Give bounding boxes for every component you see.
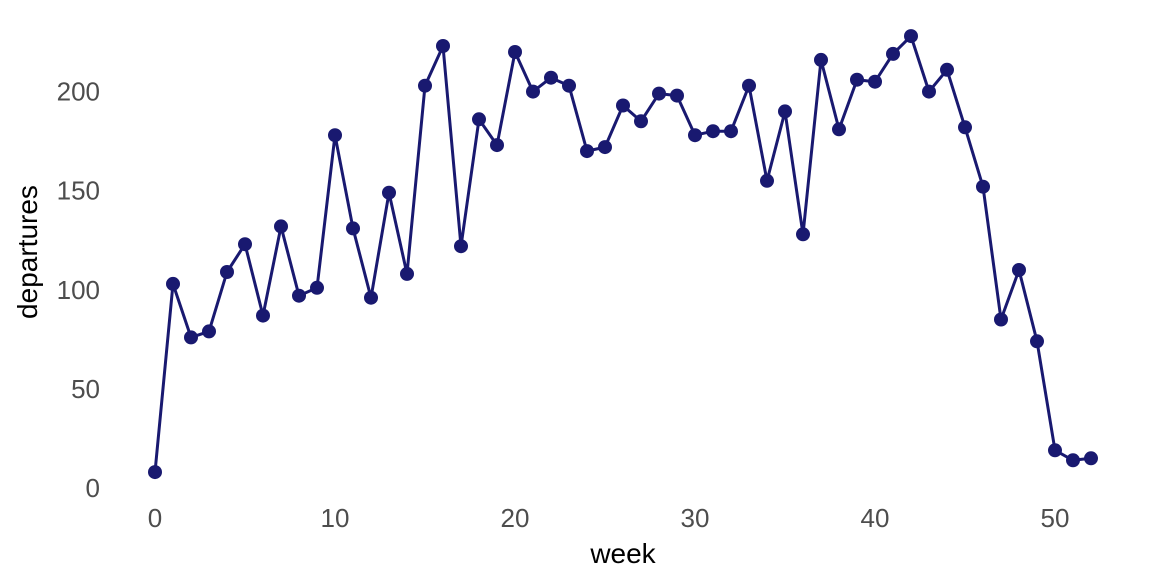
x-tick-label: 50 — [1041, 503, 1070, 533]
x-tick-label: 10 — [321, 503, 350, 533]
data-point — [688, 128, 702, 143]
data-point — [166, 276, 180, 291]
data-point — [940, 62, 954, 77]
data-point — [508, 45, 522, 59]
data-point — [616, 98, 630, 113]
data-point — [148, 465, 162, 480]
data-point — [994, 312, 1008, 327]
data-point — [292, 288, 306, 303]
data-point — [796, 227, 810, 242]
data-point — [850, 72, 864, 87]
data-point — [202, 324, 216, 339]
x-tick-label: 20 — [501, 503, 530, 533]
data-point — [832, 122, 846, 137]
x-tick-label: 40 — [861, 503, 890, 533]
data-point — [328, 128, 342, 143]
data-point — [706, 124, 720, 139]
data-point — [400, 266, 414, 281]
data-point — [364, 290, 378, 305]
data-point — [256, 308, 270, 323]
data-point — [526, 84, 540, 99]
data-point — [436, 39, 450, 53]
data-point — [580, 144, 594, 159]
data-point — [562, 78, 576, 93]
data-point — [634, 114, 648, 129]
y-tick-label: 150 — [57, 176, 100, 206]
data-point — [868, 74, 882, 89]
y-tick-label: 100 — [57, 275, 100, 305]
data-point — [598, 140, 612, 155]
x-tick-label: 30 — [681, 503, 710, 533]
data-point — [958, 120, 972, 135]
data-point — [976, 179, 990, 194]
data-point — [742, 78, 756, 93]
data-point — [238, 237, 252, 252]
y-axis-title: departures — [12, 185, 43, 319]
data-point — [1012, 263, 1026, 277]
data-point — [274, 219, 288, 234]
data-point — [886, 46, 900, 61]
data-point — [454, 239, 468, 254]
data-point — [778, 104, 792, 119]
data-point — [652, 86, 666, 101]
data-point — [1066, 453, 1080, 468]
data-point — [490, 138, 504, 153]
data-point — [1030, 334, 1044, 349]
data-point — [544, 70, 558, 85]
data-point — [670, 88, 684, 103]
data-point — [184, 330, 198, 345]
data-point — [346, 221, 360, 236]
data-point — [472, 112, 486, 127]
data-point — [904, 29, 918, 44]
y-tick-label: 50 — [71, 374, 100, 404]
data-point — [382, 185, 396, 200]
data-point — [922, 84, 936, 99]
data-point — [310, 280, 324, 295]
y-tick-label: 200 — [57, 77, 100, 107]
x-tick-label: 0 — [148, 503, 162, 533]
x-axis-title: week — [590, 538, 656, 569]
data-point — [1084, 451, 1098, 466]
data-point — [418, 78, 432, 93]
data-point — [760, 173, 774, 188]
data-point — [724, 124, 738, 139]
y-tick-label: 0 — [86, 473, 100, 503]
data-point — [814, 52, 828, 67]
data-point — [1048, 443, 1062, 458]
data-point — [220, 265, 234, 279]
